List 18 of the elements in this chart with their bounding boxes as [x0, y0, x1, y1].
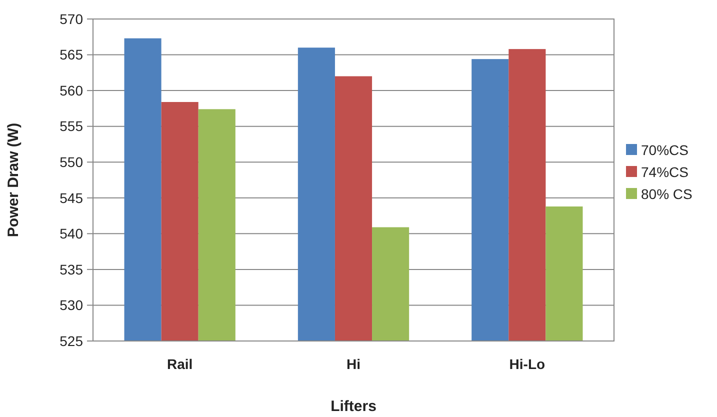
- x-axis-title: Lifters: [330, 398, 376, 415]
- y-tick-label: 540: [60, 226, 84, 242]
- legend-label: 80% CS: [641, 186, 692, 202]
- y-tick-label: 545: [60, 190, 84, 206]
- legend-label: 74%CS: [641, 164, 688, 180]
- y-tick-label: 550: [60, 154, 84, 170]
- y-tick-label: 555: [60, 118, 84, 134]
- legend-label: 70%CS: [641, 142, 688, 158]
- y-axis-title: Power Draw (W): [5, 122, 22, 238]
- y-tick-label: 565: [60, 46, 84, 63]
- y-tick-label: 525: [60, 332, 84, 349]
- x-tick-label: Rail: [166, 356, 193, 372]
- x-tick-label: Hi: [346, 356, 360, 372]
- x-tick-label: Hi-Lo: [509, 356, 546, 372]
- y-tick-label: 560: [60, 82, 84, 98]
- y-tick-label: 535: [60, 261, 84, 278]
- y-tick-label: 530: [60, 297, 84, 314]
- y-tick-label: 570: [60, 10, 84, 27]
